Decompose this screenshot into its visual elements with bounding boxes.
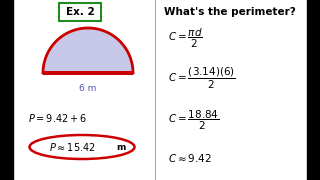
Text: What's the perimeter?: What's the perimeter? (164, 7, 296, 17)
FancyBboxPatch shape (59, 3, 101, 21)
Text: $P \approx 15.42$: $P \approx 15.42$ (49, 141, 95, 153)
Bar (0, 0, 13, 180)
Text: 6 m: 6 m (79, 84, 97, 93)
Text: $C = \dfrac{18.84}{2}$: $C = \dfrac{18.84}{2}$ (168, 108, 220, 132)
Polygon shape (43, 28, 133, 73)
Text: Ex. 2: Ex. 2 (66, 7, 94, 17)
Text: $P = 9.42 + 6$: $P = 9.42 + 6$ (28, 112, 87, 124)
Text: $C = \dfrac{(3.14)(6)}{2}$: $C = \dfrac{(3.14)(6)}{2}$ (168, 65, 236, 91)
Ellipse shape (29, 135, 134, 159)
Text: m: m (116, 143, 125, 152)
Text: $C \approx 9.42$: $C \approx 9.42$ (168, 152, 212, 164)
Text: $C = \dfrac{\pi d}{2}$: $C = \dfrac{\pi d}{2}$ (168, 26, 203, 50)
Bar (307, 0, 320, 180)
